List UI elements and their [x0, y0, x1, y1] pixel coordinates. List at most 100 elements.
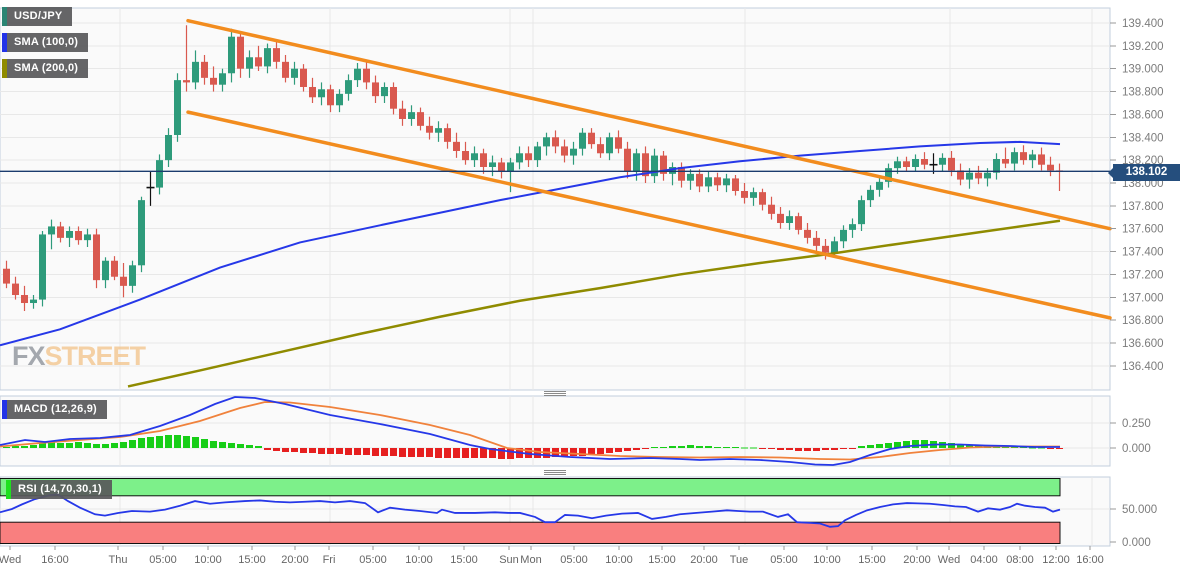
candle-body	[624, 148, 631, 172]
macd-histogram-bar	[696, 446, 703, 448]
macd-histogram-bar	[1056, 448, 1063, 449]
candle-body	[804, 229, 811, 238]
macd-histogram-bar	[1020, 447, 1027, 448]
candle-body	[957, 170, 964, 180]
macd-histogram-bar	[813, 448, 820, 451]
macd-histogram-bar	[21, 446, 28, 448]
candle-body	[732, 178, 739, 192]
time-axis-label: 15:00	[648, 554, 676, 566]
channel-lower-trendline[interactable]	[186, 110, 1112, 320]
macd-histogram-bar	[282, 448, 289, 452]
rsi-axis-label: 50.000	[1122, 504, 1157, 516]
candle-body	[867, 189, 874, 201]
candle-body	[75, 231, 82, 241]
pane-separator-handle[interactable]	[544, 470, 566, 475]
candle-body	[525, 153, 532, 161]
macd-histogram-bar	[921, 440, 928, 448]
macd-histogram-bar	[399, 448, 406, 457]
candle-body	[309, 86, 316, 98]
macd-histogram-bar	[498, 448, 505, 459]
candle-body	[786, 216, 793, 224]
candle-body	[660, 155, 667, 174]
candle-body	[372, 82, 379, 97]
channel-upper-trendline[interactable]	[186, 18, 1112, 231]
time-axis-label: Fri	[323, 554, 336, 566]
macd-line	[0, 396, 1060, 466]
candle-body	[336, 93, 343, 106]
candle-body	[1020, 152, 1027, 161]
macd-histogram-bar	[237, 444, 244, 448]
candle-body	[183, 80, 190, 83]
macd-histogram-bar	[1047, 448, 1054, 449]
macd-histogram-bar	[12, 446, 19, 448]
macd-histogram-bar	[786, 448, 793, 450]
macd-histogram-bar	[777, 448, 784, 450]
candle-body	[93, 234, 100, 281]
macd-histogram-bar	[669, 446, 676, 448]
macd-histogram-bar	[804, 448, 811, 451]
pane-separator-handle[interactable]	[544, 391, 566, 396]
macd-histogram-bar	[111, 443, 118, 448]
time-axis-label: 10:00	[194, 554, 222, 566]
rsi-overbought-band	[0, 478, 1061, 497]
macd-axis-label: 0.000	[1122, 443, 1151, 455]
time-axis-label: 05:00	[359, 554, 387, 566]
legend-chip-macd[interactable]: MACD (12,26,9)	[2, 400, 107, 419]
time-axis-label: 20:00	[903, 554, 931, 566]
legend-chip-symbol[interactable]: USD/JPY	[2, 7, 73, 26]
candle-body	[678, 166, 685, 181]
legend-chip-sma200[interactable]: SMA (200,0)	[2, 59, 89, 78]
macd-histogram-bar	[471, 448, 478, 458]
time-axis-label: Tue	[730, 554, 749, 566]
candle-body	[192, 61, 199, 83]
macd-histogram-bar	[408, 448, 415, 457]
macd-histogram-bar	[768, 448, 775, 449]
macd-histogram-bar	[651, 447, 658, 448]
candle-body	[606, 137, 613, 154]
macd-histogram-bar	[426, 448, 433, 457]
main-panel[interactable]	[0, 7, 1111, 391]
candle-body	[534, 146, 541, 161]
candle-body	[876, 181, 883, 190]
fxstreet-watermark: FXSTREET	[12, 341, 146, 371]
candle-body	[1029, 154, 1036, 161]
macd-histogram-bar	[336, 448, 343, 454]
price-axis-label: 139.000	[1122, 64, 1164, 76]
macd-histogram-bar	[120, 442, 127, 448]
time-axis-label: Thu	[109, 554, 128, 566]
legend-chip-sma100[interactable]: SMA (100,0)	[2, 33, 89, 52]
legend-chip-rsi[interactable]: RSI (14,70,30,1)	[6, 480, 112, 499]
macd-histogram-bar	[417, 448, 424, 457]
macd-histogram-bar	[273, 448, 280, 451]
candle-body	[705, 177, 712, 187]
macd-histogram-bar	[795, 448, 802, 451]
candle-body	[813, 237, 820, 246]
candle-body	[912, 158, 919, 167]
watermark-fx: FX	[12, 341, 46, 371]
macd-histogram-bar	[1038, 447, 1045, 449]
candle-body	[498, 162, 505, 172]
candle-body	[129, 265, 136, 286]
macd-histogram-bar	[354, 448, 361, 455]
macd-histogram-bar	[507, 448, 514, 459]
macd-histogram-bar	[147, 437, 154, 448]
candle-body	[714, 177, 721, 186]
time-axis-label: 10:00	[605, 554, 633, 566]
macd-histogram-bar	[462, 448, 469, 458]
candle-body	[66, 231, 73, 238]
candle-body	[282, 61, 289, 78]
macd-histogram-bar	[894, 442, 901, 448]
macd-histogram-bar	[291, 448, 298, 452]
macd-histogram-bar	[318, 448, 325, 454]
candle-body	[543, 137, 550, 147]
candle-body	[363, 68, 370, 83]
macd-histogram-bar	[723, 447, 730, 448]
price-axis-label: 137.800	[1122, 201, 1164, 213]
macd-histogram-bar	[453, 448, 460, 458]
candle-body	[822, 245, 829, 253]
candle-body	[633, 153, 640, 172]
candle-body	[435, 128, 442, 133]
price-axis-label: 136.800	[1122, 315, 1164, 327]
candle-body	[165, 134, 172, 161]
